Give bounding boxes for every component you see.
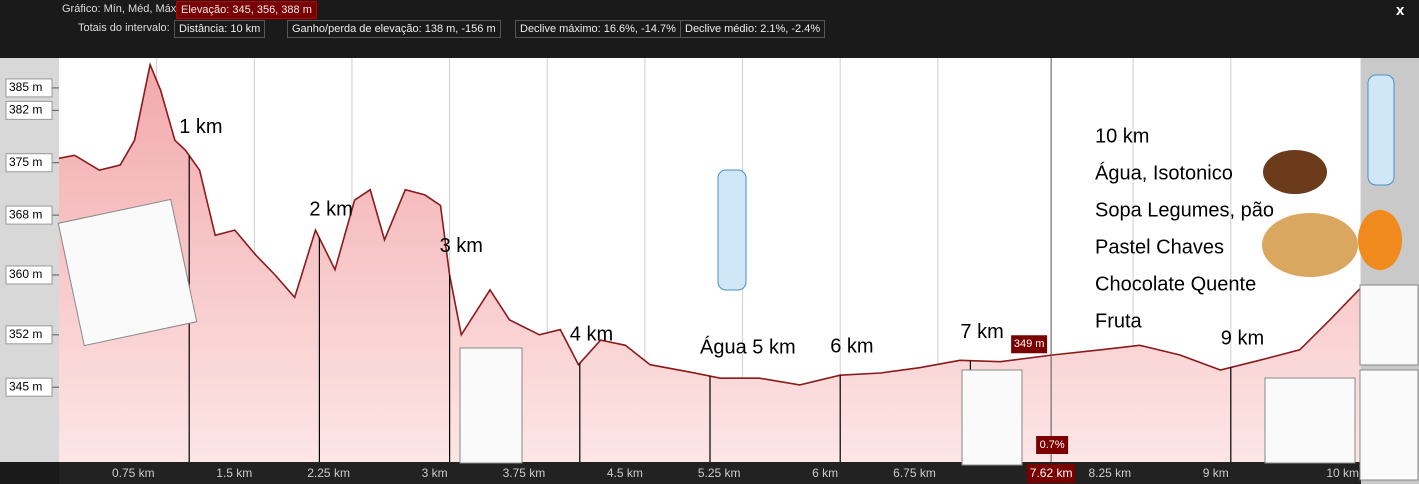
x-tick-label: 0.75 km — [112, 466, 155, 480]
close-button[interactable]: x — [1396, 2, 1404, 19]
elevation-summary: Elevação: 345, 356, 388 m — [176, 1, 317, 19]
annotation-line: Água, Isotonico — [1095, 161, 1233, 184]
picture — [1360, 285, 1418, 365]
cursor-value: 349 m — [1014, 338, 1045, 350]
total-box: Ganho/perda de elevação: 138 m, -156 m — [287, 20, 501, 38]
y-tick-label: 352 m — [9, 327, 42, 341]
y-tick-label: 375 m — [9, 155, 42, 169]
x-tick-label: 4.5 km — [607, 466, 643, 480]
water-bottle — [718, 170, 746, 290]
x-tick-label: 1.5 km — [216, 466, 252, 480]
x-tick-label: 9 km — [1203, 466, 1229, 480]
picture — [460, 348, 522, 463]
cursor-x: 7.62 km — [1030, 466, 1073, 480]
cursor-slope: 0.7% — [1040, 439, 1065, 451]
totals-label: Totais do intervalo: — [78, 22, 170, 34]
picture — [962, 370, 1022, 465]
x-tick-label: 8.25 km — [1088, 466, 1131, 480]
km-label: 2 km — [309, 198, 352, 220]
x-tick-label: 6.75 km — [893, 466, 936, 480]
annotation-line: Pastel Chaves — [1095, 236, 1224, 258]
annotation-line: Fruta — [1095, 310, 1143, 332]
annotation-line: Chocolate Quente — [1095, 273, 1256, 295]
y-tick-label: 385 m — [9, 80, 42, 94]
chart-label: Gráfico: Mín, Méd, Máx — [62, 3, 176, 15]
km-label: 1 km — [179, 116, 222, 138]
x-tick-label: 6 km — [812, 466, 838, 480]
total-box: Declive médio: 2.1%, -2.4% — [680, 20, 825, 38]
y-tick-label: 382 m — [9, 103, 42, 117]
y-tick-label: 360 m — [9, 267, 42, 281]
x-tick-label: 3.75 km — [503, 466, 546, 480]
total-box: Distância: 10 km — [174, 20, 265, 38]
km-label: 7 km — [960, 321, 1003, 343]
annotation-line: Sopa Legumes, pão — [1095, 199, 1274, 221]
y-tick-label: 345 m — [9, 379, 42, 393]
food — [1263, 150, 1327, 194]
total-box: Declive máximo: 16.6%, -14.7% — [515, 20, 681, 38]
km-label: 9 km — [1221, 328, 1264, 350]
km-label: 3 km — [440, 235, 483, 257]
x-tick-label: 5.25 km — [698, 466, 741, 480]
km-label: 4 km — [570, 324, 613, 346]
food — [1358, 210, 1402, 270]
annotation-line: 10 km — [1095, 125, 1149, 147]
picture — [1360, 370, 1418, 480]
picture — [1265, 378, 1355, 463]
chart: 0.75 km 1.5 km 2.25 km 3 km 3.75 km 4.5 km 5.2… — [0, 0, 1419, 484]
water-bottle — [1368, 75, 1394, 185]
x-tick-label: 2.25 km — [307, 466, 350, 480]
app: 0.75 km 1.5 km 2.25 km 3 km 3.75 km 4.5 km 5.2… — [0, 0, 1419, 484]
food — [1262, 213, 1358, 277]
km-label: Água 5 km — [700, 335, 796, 358]
km-label: 6 km — [830, 335, 873, 357]
y-tick-label: 368 m — [9, 207, 42, 221]
x-tick-label: 10 km — [1326, 466, 1359, 480]
x-tick-label: 3 km — [422, 466, 448, 480]
